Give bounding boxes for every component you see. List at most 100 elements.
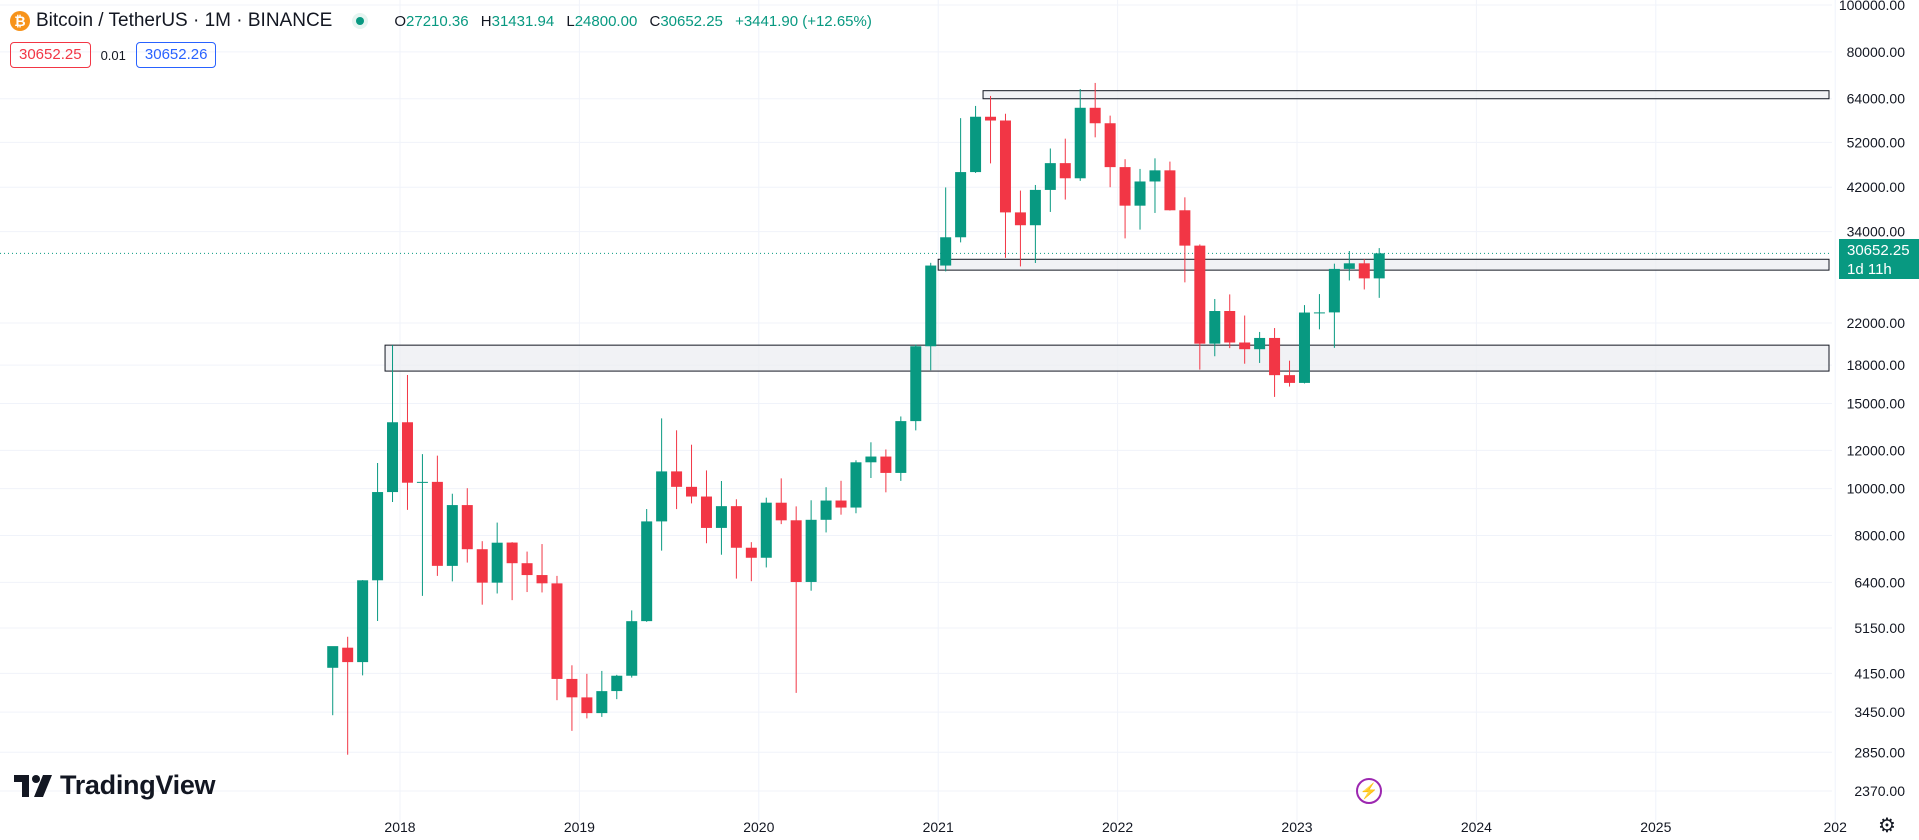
candle-body[interactable] (581, 697, 593, 714)
candle-body[interactable] (940, 237, 952, 266)
candle-body[interactable] (760, 502, 772, 558)
candle-body[interactable] (387, 422, 399, 493)
candle-body[interactable] (985, 116, 997, 121)
candle-body[interactable] (506, 542, 518, 564)
candle-body[interactable] (970, 116, 982, 173)
y-axis-tick-label: 3450.00 (1854, 704, 1905, 720)
buy-price-button[interactable]: 30652.26 (135, 42, 217, 68)
candle-body[interactable] (730, 506, 742, 548)
candle-body[interactable] (835, 500, 847, 508)
candle-body[interactable] (1343, 263, 1355, 269)
candle-body[interactable] (910, 346, 922, 422)
candle-body[interactable] (1164, 170, 1176, 211)
candle-body[interactable] (1298, 312, 1310, 383)
sell-price-button[interactable]: 30652.25 (10, 42, 91, 68)
candle-body[interactable] (611, 675, 623, 692)
y-axis-tick-label: 2850.00 (1854, 744, 1905, 760)
symbol-title[interactable]: Bitcoin / TetherUS · 1M · BINANCE (36, 10, 333, 31)
candle-body[interactable] (566, 678, 578, 698)
candle-body[interactable] (1373, 253, 1385, 279)
candle-body[interactable] (925, 265, 937, 347)
bar-countdown: 1d 11h (1847, 261, 1892, 278)
candle-body[interactable] (895, 421, 907, 473)
candle-body[interactable] (999, 120, 1011, 213)
candle-body[interactable] (1284, 375, 1296, 383)
candle-body[interactable] (1044, 163, 1056, 190)
candle-body[interactable] (1134, 181, 1146, 206)
candle-body[interactable] (1059, 163, 1071, 179)
candle-body[interactable] (327, 646, 339, 668)
candle-body[interactable] (536, 575, 548, 584)
candle-body[interactable] (416, 481, 428, 483)
candle-body[interactable] (446, 505, 458, 566)
candle-body[interactable] (1358, 263, 1370, 279)
candle-body[interactable] (805, 519, 817, 582)
candle-body[interactable] (551, 583, 563, 679)
y-axis-tick-label: 2370.00 (1854, 783, 1905, 799)
candle-body[interactable] (1074, 107, 1086, 179)
x-axis-tick-label: 2024 (1461, 819, 1492, 835)
lightning-icon[interactable]: ⚡ (1356, 778, 1382, 804)
y-axis-tick-label: 34000.00 (1847, 224, 1906, 240)
candle-body[interactable] (790, 520, 802, 583)
x-axis-tick-label: 2025 (1640, 819, 1671, 835)
candle-body[interactable] (1224, 310, 1236, 343)
candle-body[interactable] (1104, 123, 1116, 168)
candle-body[interactable] (1328, 268, 1340, 313)
candle-body[interactable] (865, 456, 877, 463)
candle-body[interactable] (1239, 342, 1251, 350)
candle-body[interactable] (1194, 245, 1206, 344)
candle-body[interactable] (491, 542, 503, 583)
candle-body[interactable] (715, 506, 727, 528)
candle-body[interactable] (656, 471, 668, 522)
trade-price-row: 30652.25 0.01 30652.26 (10, 42, 217, 68)
x-axis-tick-label: 2018 (384, 819, 415, 835)
tradingview-logo[interactable]: TradingView (14, 770, 216, 801)
settings-gear-icon[interactable]: ⚙ (1878, 814, 1896, 837)
y-axis-tick-label: 52000.00 (1847, 134, 1906, 150)
candle-body[interactable] (850, 462, 862, 508)
candle-body[interactable] (461, 505, 473, 550)
y-axis-tick-label: 15000.00 (1847, 395, 1906, 411)
candle-body[interactable] (641, 521, 653, 622)
candle-body[interactable] (1313, 312, 1325, 314)
candle-body[interactable] (1179, 210, 1191, 246)
candle-body[interactable] (401, 422, 413, 483)
candle-body[interactable] (686, 486, 698, 497)
change-value: +3441.90 (+12.65%) (735, 12, 872, 30)
candle-body[interactable] (1029, 189, 1041, 226)
x-axis-tick-label: 202 (1824, 819, 1848, 835)
candle-body[interactable] (1089, 107, 1101, 124)
current-price-label: 30652.25 1d 11h (1839, 239, 1919, 279)
candle-body[interactable] (626, 621, 638, 676)
candle-body[interactable] (880, 456, 892, 473)
candle-body[interactable] (1119, 167, 1131, 206)
candle-body[interactable] (342, 647, 354, 663)
candle-body[interactable] (476, 549, 488, 583)
x-axis-tick-label: 2023 (1281, 819, 1312, 835)
candle-body[interactable] (671, 471, 683, 487)
candle-body[interactable] (1209, 311, 1221, 344)
candle-body[interactable] (1014, 212, 1026, 226)
candle-body[interactable] (955, 172, 967, 238)
candle-body[interactable] (775, 502, 787, 521)
candle-body[interactable] (745, 547, 757, 558)
candle-body[interactable] (431, 481, 443, 566)
chart-header: ₿ Bitcoin / TetherUS · 1M · BINANCE O272… (10, 6, 872, 36)
candle-body[interactable] (521, 563, 533, 576)
y-axis-tick-label: 18000.00 (1847, 357, 1906, 373)
candle-body[interactable] (357, 580, 369, 663)
candle-body[interactable] (700, 496, 712, 528)
market-open-status-icon (352, 13, 369, 29)
support-zone-bottom[interactable] (384, 344, 1830, 372)
resistance-zone-top[interactable] (982, 90, 1830, 100)
candle-body[interactable] (1269, 337, 1281, 376)
candle-body[interactable] (372, 492, 384, 581)
candle-body[interactable] (1254, 337, 1266, 350)
candle-body[interactable] (596, 691, 608, 714)
candle-body[interactable] (820, 500, 832, 520)
bitcoin-icon: ₿ (10, 11, 30, 31)
candle-body[interactable] (1149, 170, 1161, 182)
low-value: 24800.00 (574, 12, 638, 30)
